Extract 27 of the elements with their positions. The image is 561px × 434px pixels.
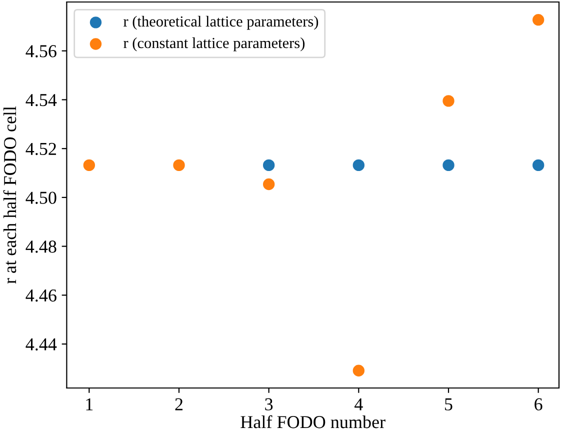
x-tick-label: 5 (445, 398, 452, 410)
point (442, 95, 454, 107)
x-tick-label: 4 (354, 398, 363, 410)
point (442, 159, 454, 172)
y-tick-label: 4.50 (26, 192, 56, 204)
point (262, 159, 275, 172)
legend-label: r (theoretical lattice parameters) (124, 16, 318, 30)
point (352, 364, 365, 376)
y-axis-title: r at each half FODO cell (3, 106, 16, 284)
x-tick-label: 1 (86, 398, 93, 410)
x-axis-title: Half FODO number (240, 415, 386, 428)
y-tick-label: 4.56 (26, 45, 56, 58)
point (352, 159, 365, 172)
point (532, 14, 544, 26)
point (262, 178, 275, 190)
y-tick-label: 4.44 (26, 338, 57, 351)
legend-label: r (constant lattice parameters) (124, 37, 305, 52)
x-tick-label: 6 (534, 398, 542, 410)
point (83, 159, 96, 172)
point (532, 159, 544, 172)
y-tick-label: 4.48 (26, 240, 56, 253)
point (173, 159, 185, 172)
y-tick-label: 4.46 (26, 289, 56, 302)
y-tick-label: 4.54 (26, 94, 57, 106)
y-tick-label: 4.52 (26, 142, 56, 156)
x-tick-label: 3 (265, 398, 273, 410)
x-tick-label: 2 (175, 398, 183, 410)
